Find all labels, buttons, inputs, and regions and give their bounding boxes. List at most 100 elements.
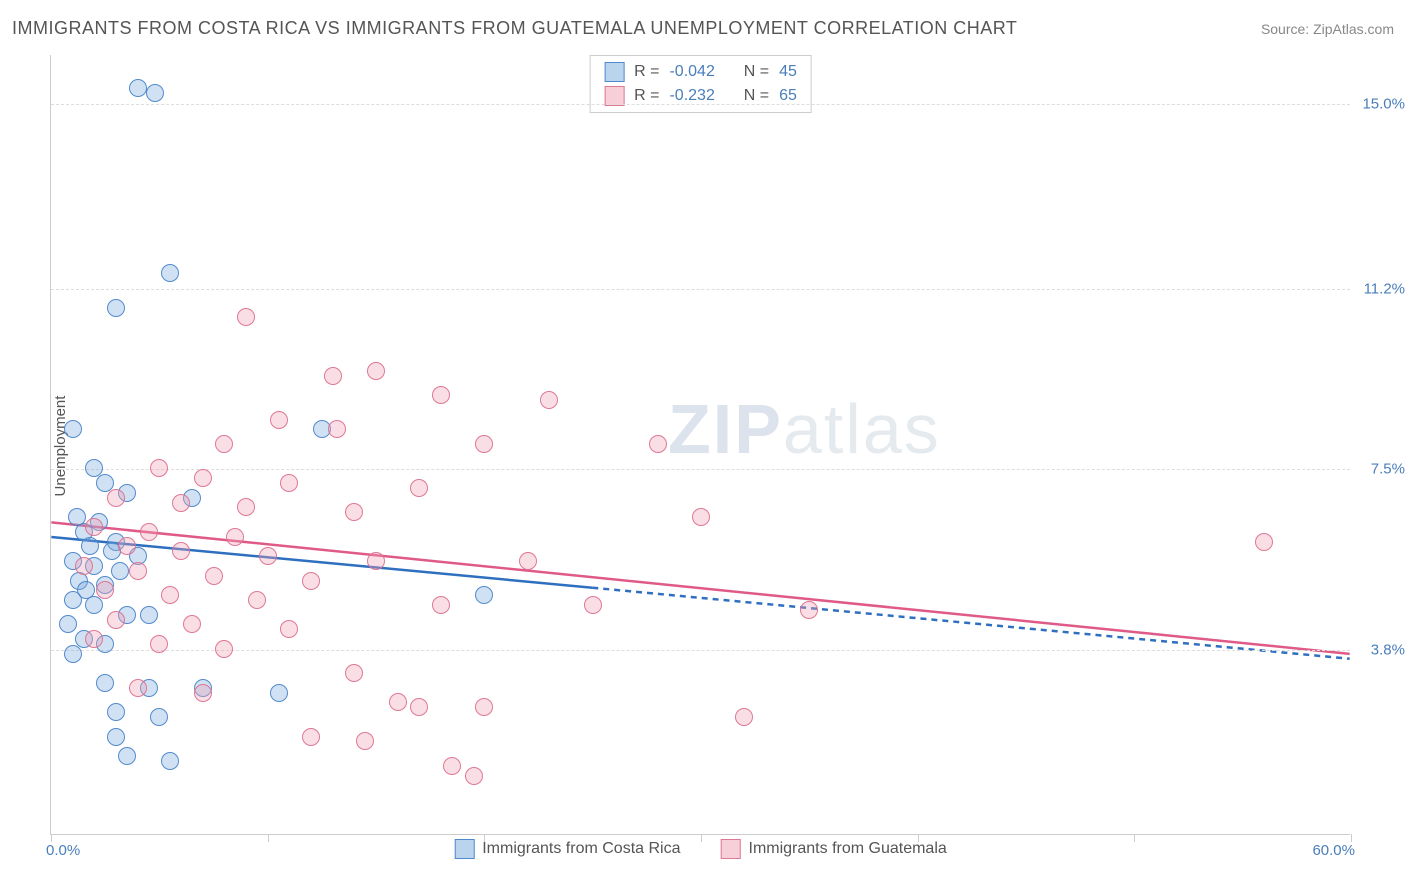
- scatter-point-guatemala: [75, 557, 93, 575]
- scatter-point-costa_rica: [107, 299, 125, 317]
- scatter-point-guatemala: [107, 489, 125, 507]
- scatter-point-guatemala: [107, 611, 125, 629]
- x-tick: [918, 834, 919, 842]
- x-tick: [51, 834, 52, 842]
- scatter-point-guatemala: [215, 435, 233, 453]
- scatter-point-guatemala: [692, 508, 710, 526]
- scatter-point-guatemala: [475, 698, 493, 716]
- x-tick: [484, 834, 485, 842]
- scatter-point-guatemala: [129, 562, 147, 580]
- scatter-point-guatemala: [367, 362, 385, 380]
- scatter-point-guatemala: [118, 537, 136, 555]
- scatter-point-guatemala: [194, 469, 212, 487]
- scatter-point-costa_rica: [64, 645, 82, 663]
- scatter-point-guatemala: [302, 572, 320, 590]
- scatter-point-costa_rica: [85, 596, 103, 614]
- r-label: R =: [634, 87, 659, 105]
- scatter-point-costa_rica: [111, 562, 129, 580]
- plot-area: ZIPatlas R = -0.042 N = 45 R = -0.232 N …: [50, 55, 1350, 835]
- scatter-point-guatemala: [410, 698, 428, 716]
- scatter-point-guatemala: [280, 474, 298, 492]
- source-label: Source: ZipAtlas.com: [1261, 21, 1394, 37]
- scatter-point-guatemala: [237, 308, 255, 326]
- scatter-point-costa_rica: [270, 684, 288, 702]
- scatter-point-guatemala: [161, 586, 179, 604]
- x-tick: [1351, 834, 1352, 842]
- scatter-point-guatemala: [475, 435, 493, 453]
- scatter-point-costa_rica: [64, 420, 82, 438]
- scatter-point-guatemala: [96, 581, 114, 599]
- scatter-point-guatemala: [540, 391, 558, 409]
- scatter-point-guatemala: [324, 367, 342, 385]
- scatter-point-guatemala: [183, 615, 201, 633]
- r-value-blue: -0.042: [669, 63, 714, 81]
- scatter-point-guatemala: [205, 567, 223, 585]
- legend-swatch-blue-icon: [454, 839, 474, 859]
- scatter-point-guatemala: [280, 620, 298, 638]
- scatter-point-guatemala: [345, 503, 363, 521]
- legend-item-guatemala: Immigrants from Guatemala: [720, 839, 946, 859]
- n-label: N =: [744, 63, 769, 81]
- title-bar: IMMIGRANTS FROM COSTA RICA VS IMMIGRANTS…: [12, 18, 1394, 39]
- scatter-point-guatemala: [248, 591, 266, 609]
- scatter-point-guatemala: [410, 479, 428, 497]
- legend-swatch-blue-icon: [604, 62, 624, 82]
- scatter-point-guatemala: [85, 518, 103, 536]
- scatter-point-guatemala: [356, 732, 374, 750]
- scatter-point-guatemala: [389, 693, 407, 711]
- scatter-point-guatemala: [519, 552, 537, 570]
- scatter-point-costa_rica: [107, 728, 125, 746]
- x-tick: [701, 834, 702, 842]
- scatter-point-guatemala: [328, 420, 346, 438]
- gridline: [51, 650, 1350, 651]
- legend-label: Immigrants from Guatemala: [748, 840, 946, 858]
- scatter-point-guatemala: [432, 386, 450, 404]
- scatter-point-costa_rica: [161, 752, 179, 770]
- scatter-point-costa_rica: [146, 84, 164, 102]
- y-tick-label: 11.2%: [1364, 281, 1405, 298]
- scatter-point-costa_rica: [81, 537, 99, 555]
- scatter-point-costa_rica: [129, 79, 147, 97]
- n-value-pink: 65: [779, 87, 797, 105]
- legend-swatch-pink-icon: [720, 839, 740, 859]
- scatter-point-guatemala: [367, 552, 385, 570]
- scatter-point-costa_rica: [107, 703, 125, 721]
- scatter-point-guatemala: [465, 767, 483, 785]
- scatter-point-guatemala: [800, 601, 818, 619]
- legend-label: Immigrants from Costa Rica: [482, 840, 680, 858]
- x-tick: [268, 834, 269, 842]
- scatter-point-guatemala: [172, 494, 190, 512]
- scatter-point-costa_rica: [475, 586, 493, 604]
- y-tick-label: 3.8%: [1371, 641, 1405, 658]
- r-label: R =: [634, 63, 659, 81]
- gridline: [51, 104, 1350, 105]
- chart-title: IMMIGRANTS FROM COSTA RICA VS IMMIGRANTS…: [12, 18, 1017, 39]
- scatter-point-guatemala: [302, 728, 320, 746]
- legend-item-costa-rica: Immigrants from Costa Rica: [454, 839, 680, 859]
- legend-stats-row-blue: R = -0.042 N = 45: [604, 60, 797, 84]
- scatter-point-guatemala: [150, 635, 168, 653]
- scatter-point-guatemala: [259, 547, 277, 565]
- watermark-bold: ZIP: [668, 390, 783, 468]
- scatter-point-guatemala: [85, 630, 103, 648]
- y-tick-label: 15.0%: [1362, 95, 1405, 112]
- scatter-point-guatemala: [194, 684, 212, 702]
- scatter-point-guatemala: [1255, 533, 1273, 551]
- scatter-point-costa_rica: [161, 264, 179, 282]
- scatter-point-guatemala: [172, 542, 190, 560]
- scatter-point-costa_rica: [118, 747, 136, 765]
- scatter-point-costa_rica: [140, 606, 158, 624]
- scatter-point-costa_rica: [96, 674, 114, 692]
- scatter-point-costa_rica: [59, 615, 77, 633]
- scatter-point-guatemala: [584, 596, 602, 614]
- gridline: [51, 289, 1350, 290]
- scatter-point-costa_rica: [150, 708, 168, 726]
- x-min-label: 0.0%: [46, 842, 80, 859]
- scatter-point-guatemala: [237, 498, 255, 516]
- scatter-point-guatemala: [140, 523, 158, 541]
- x-max-label: 60.0%: [1312, 842, 1355, 859]
- r-value-pink: -0.232: [669, 87, 714, 105]
- scatter-point-guatemala: [649, 435, 667, 453]
- scatter-point-guatemala: [443, 757, 461, 775]
- y-tick-label: 7.5%: [1371, 461, 1405, 478]
